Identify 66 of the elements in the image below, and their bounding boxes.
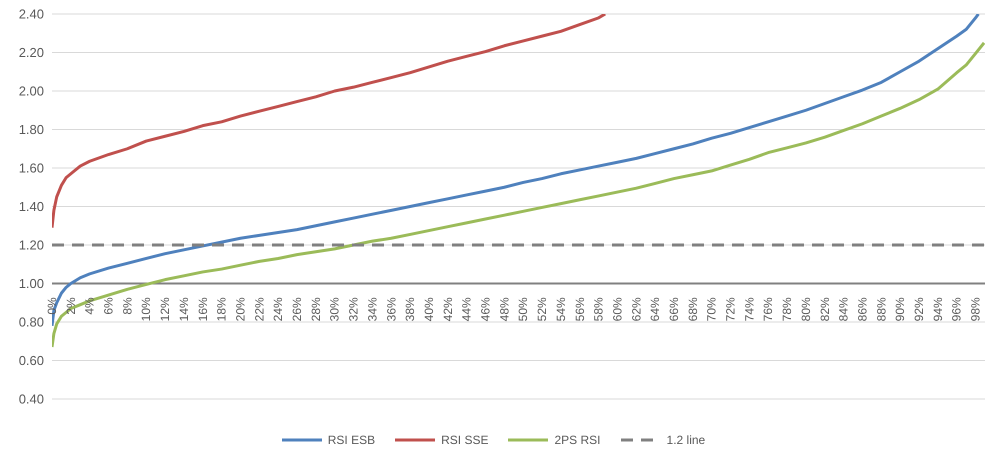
x-tick-label: 72%: [724, 296, 738, 322]
x-tick-label: 78%: [780, 296, 794, 322]
x-tick-label: 16%: [196, 296, 210, 322]
x-tick-label: 52%: [535, 296, 550, 322]
x-tick-label: 26%: [290, 296, 304, 322]
y-tick-label: 0.80: [18, 314, 44, 330]
x-tick-label: 0%: [45, 296, 59, 315]
x-tick-label: 74%: [742, 296, 756, 322]
x-tick-label: 94%: [930, 296, 945, 322]
x-tick-label: 12%: [158, 296, 172, 322]
x-tick-label: 18%: [214, 296, 229, 322]
x-tick-label: 86%: [855, 296, 870, 322]
legend-label: 1.2 line: [666, 433, 706, 447]
x-tick-label: 34%: [365, 296, 380, 322]
x-tick-label: 4%: [82, 296, 97, 315]
x-tick-label: 32%: [346, 296, 361, 322]
y-tick-label: 1.00: [18, 276, 44, 292]
x-tick-label: 62%: [629, 296, 644, 322]
x-tick-label: 96%: [950, 296, 964, 322]
y-tick-label: 0.40: [18, 392, 44, 407]
y-tick-label: 2.40: [18, 6, 44, 22]
x-tick-label: 20%: [233, 296, 248, 322]
x-tick-label: 58%: [592, 296, 606, 322]
x-tick-label: 48%: [497, 296, 512, 322]
x-tick-label: 80%: [798, 296, 813, 322]
x-tick-label: 24%: [271, 296, 286, 322]
y-tick-label: 0.60: [18, 353, 44, 368]
x-tick-label: 70%: [704, 296, 719, 322]
x-tick-label: 22%: [252, 296, 266, 322]
legend-label: 2PS RSI: [554, 433, 601, 447]
legend-label: RSI SSE: [441, 433, 488, 447]
x-tick-label: 14%: [176, 296, 191, 322]
x-tick-label: 2%: [64, 296, 78, 315]
x-tick-label: 36%: [384, 296, 398, 322]
y-tick-label: 1.60: [18, 160, 44, 176]
x-tick-label: 90%: [893, 296, 908, 322]
x-tick-label: 30%: [328, 296, 342, 322]
x-tick-label: 44%: [460, 296, 474, 322]
x-tick-label: 66%: [667, 296, 681, 322]
legend-label: RSI ESB: [328, 433, 376, 447]
x-tick-label: 40%: [422, 296, 436, 322]
x-tick-label: 8%: [120, 296, 134, 315]
x-tick-label: 68%: [686, 296, 700, 322]
y-tick-label: 1.80: [18, 122, 44, 138]
line-series: [52, 14, 607, 230]
x-tick-label: 10%: [139, 296, 154, 322]
x-tick-label: 42%: [440, 296, 455, 322]
x-tick-label: 60%: [610, 296, 624, 322]
y-tick-label: 1.20: [18, 238, 44, 253]
x-tick-label: 6%: [102, 296, 116, 315]
x-tick-label: 46%: [478, 296, 493, 322]
y-tick-label: 1.40: [18, 199, 44, 214]
x-tick-label: 50%: [516, 296, 530, 322]
x-tick-label: 64%: [648, 296, 662, 322]
x-tick-label: 76%: [761, 296, 776, 322]
x-tick-label: 84%: [836, 296, 851, 322]
y-tick-label: 2.00: [18, 84, 44, 99]
x-tick-label: 56%: [572, 296, 587, 322]
x-tick-label: 82%: [818, 296, 832, 322]
x-tick-label: 92%: [912, 296, 926, 322]
y-tick-label: 2.20: [18, 45, 44, 60]
x-tick-label: 88%: [874, 296, 888, 322]
x-tick-label: 38%: [403, 296, 418, 322]
x-tick-label: 54%: [554, 296, 568, 322]
x-tick-label: 28%: [308, 296, 323, 322]
x-tick-label: 98%: [968, 296, 983, 322]
